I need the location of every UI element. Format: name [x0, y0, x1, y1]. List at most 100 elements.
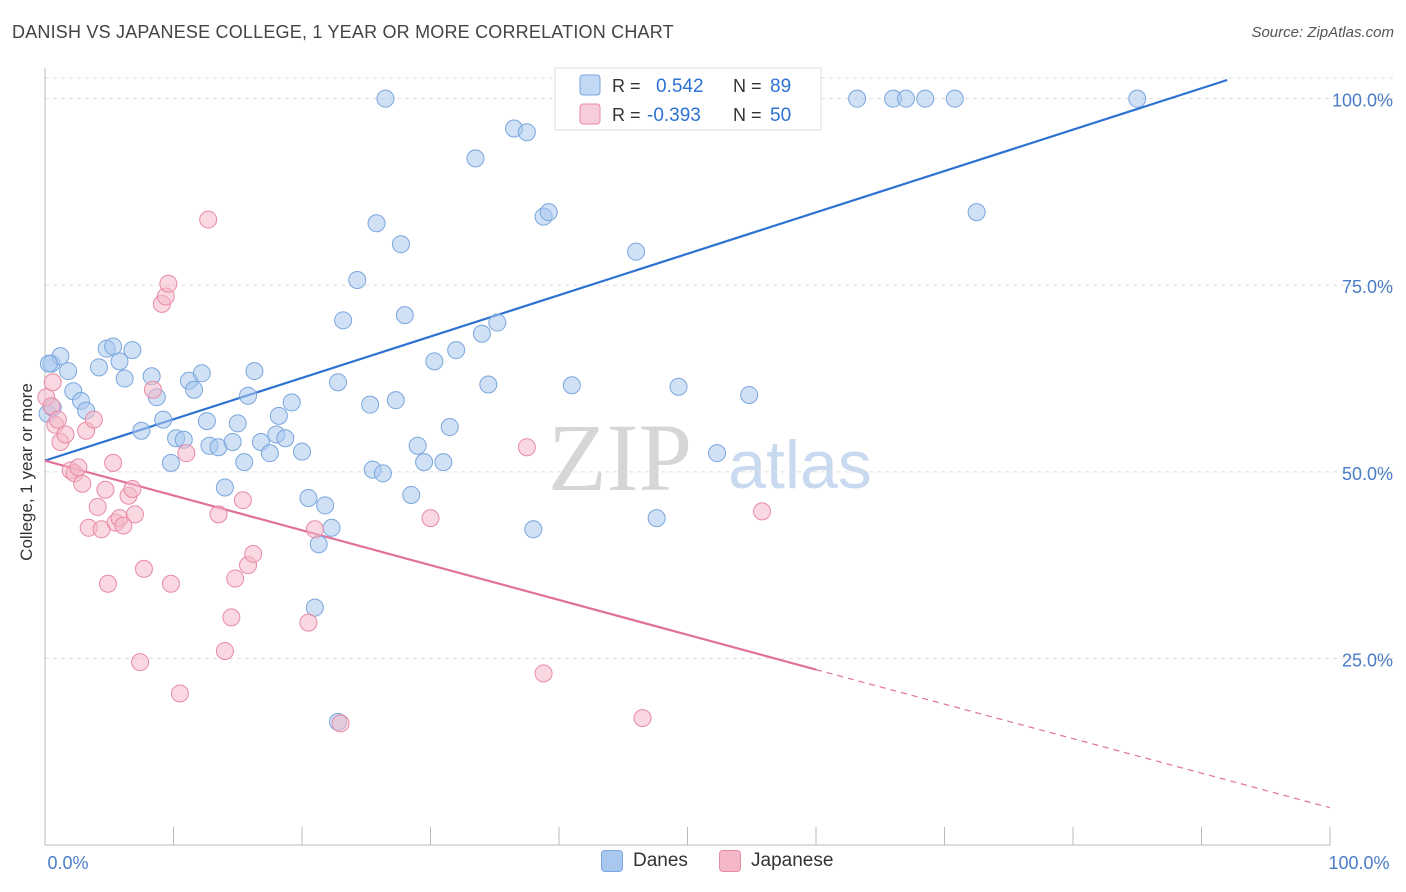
legend-japanese-n-value: 50 — [770, 105, 791, 126]
danes-point — [627, 242, 646, 261]
danes-point — [708, 444, 727, 463]
danes-point — [228, 414, 247, 433]
y-tick-label-100: 100.0% — [1332, 91, 1393, 111]
legend-japanese-swatch — [579, 103, 601, 125]
danes-point — [110, 352, 129, 371]
source-label: Source: ZipAtlas.com — [1251, 24, 1394, 41]
bottom-legend-japanese-label: Japanese — [751, 850, 834, 871]
danes-point — [466, 149, 485, 168]
x-tick-label-max: 100.0% — [1328, 853, 1389, 873]
danes-point — [376, 89, 395, 108]
danes-point — [260, 444, 279, 463]
bottom-legend-danes-label: Danes — [633, 850, 688, 871]
danes-point — [282, 393, 301, 412]
danes-point — [235, 453, 254, 472]
japanese-point — [56, 425, 75, 444]
danes-point — [669, 377, 688, 396]
danes-point — [245, 362, 264, 381]
japanese-point — [753, 502, 772, 521]
danes-point — [967, 203, 986, 222]
japanese-point — [331, 714, 350, 733]
danes-point — [373, 464, 392, 483]
danes-point — [154, 410, 173, 429]
danes-point — [945, 89, 964, 108]
bottom-legend-danes[interactable]: Danes — [601, 850, 688, 872]
danes-point — [59, 362, 78, 381]
danes-point — [740, 385, 759, 404]
danes-point — [305, 598, 324, 617]
danes-point — [539, 203, 558, 222]
danes-point — [348, 271, 367, 290]
danes-point — [447, 341, 466, 360]
danes-point — [276, 429, 295, 448]
japanese-trend-extension — [815, 669, 1331, 809]
danes-point — [367, 214, 386, 233]
japanese-point — [143, 380, 162, 399]
japanese-point — [299, 613, 318, 632]
japanese-point — [222, 608, 241, 627]
chart-title: DANISH VS JAPANESE COLLEGE, 1 YEAR OR MO… — [12, 22, 674, 42]
y-tick-label-50: 50.0% — [1342, 464, 1393, 484]
y-tick-label-25: 25.0% — [1342, 650, 1393, 670]
legend-japanese-n-label: N = — [733, 105, 762, 125]
danes-point — [472, 324, 491, 343]
legend-japanese-r-value: -0.393 — [647, 105, 701, 126]
danes-point — [395, 306, 414, 325]
danes-point — [334, 311, 353, 330]
japanese-point — [305, 520, 324, 539]
danes-point — [434, 453, 453, 472]
danes-point — [115, 369, 134, 388]
bottom-legend: Danes Japanese — [0, 850, 1406, 880]
danes-point — [386, 391, 405, 410]
danes-point — [479, 375, 498, 394]
danes-point — [440, 418, 459, 437]
japanese-point — [517, 438, 536, 457]
danes-point — [322, 518, 341, 537]
japanese-point — [96, 480, 115, 499]
danes-point — [239, 386, 258, 405]
danes-point — [185, 380, 204, 399]
danes-point — [223, 432, 242, 451]
y-axis-label: College, 1 year or more — [17, 383, 36, 561]
japanese-point — [233, 491, 252, 510]
japanese-point — [98, 574, 117, 593]
legend-danes-n-value: 89 — [770, 76, 791, 97]
danes-point — [488, 313, 507, 332]
danes-point — [391, 235, 410, 254]
danes-point — [215, 478, 234, 497]
danes-point — [123, 341, 142, 360]
japanese-point — [69, 458, 88, 477]
danes-point — [293, 442, 311, 461]
x-tick-label-min: 0.0% — [47, 853, 88, 873]
stats-legend: R = 0.542 N = 89 R = -0.393 N = 50 — [554, 67, 822, 131]
danes-point — [328, 373, 347, 392]
danes-point — [299, 488, 318, 507]
danes-point — [316, 496, 335, 515]
danes-point — [1128, 89, 1147, 108]
japanese-point — [421, 509, 440, 528]
danes-point — [197, 412, 216, 431]
watermark-zip: ZIP — [548, 404, 692, 511]
japanese-swatch — [719, 850, 741, 872]
legend-danes-swatch — [579, 74, 601, 96]
y-tick-label-75: 75.0% — [1342, 277, 1393, 297]
japanese-point — [131, 653, 150, 672]
legend-danes-r-label: R = — [612, 76, 641, 96]
japanese-point — [125, 505, 144, 524]
axes: 25.0% 50.0% 75.0% 100.0% — [44, 68, 1393, 846]
danes-point — [408, 436, 427, 455]
japanese-point — [244, 544, 263, 563]
danes-point — [848, 89, 867, 108]
danes-point — [192, 364, 211, 383]
danes-point — [517, 123, 536, 142]
danes-point — [425, 352, 444, 371]
danes-point — [269, 406, 288, 425]
japanese-point — [633, 709, 652, 728]
japanese-point — [215, 641, 234, 660]
japanese-point — [73, 474, 92, 493]
japanese-point — [48, 410, 67, 429]
bottom-legend-japanese[interactable]: Japanese — [719, 850, 833, 872]
danes-point — [161, 453, 180, 472]
danes-point — [896, 89, 915, 108]
